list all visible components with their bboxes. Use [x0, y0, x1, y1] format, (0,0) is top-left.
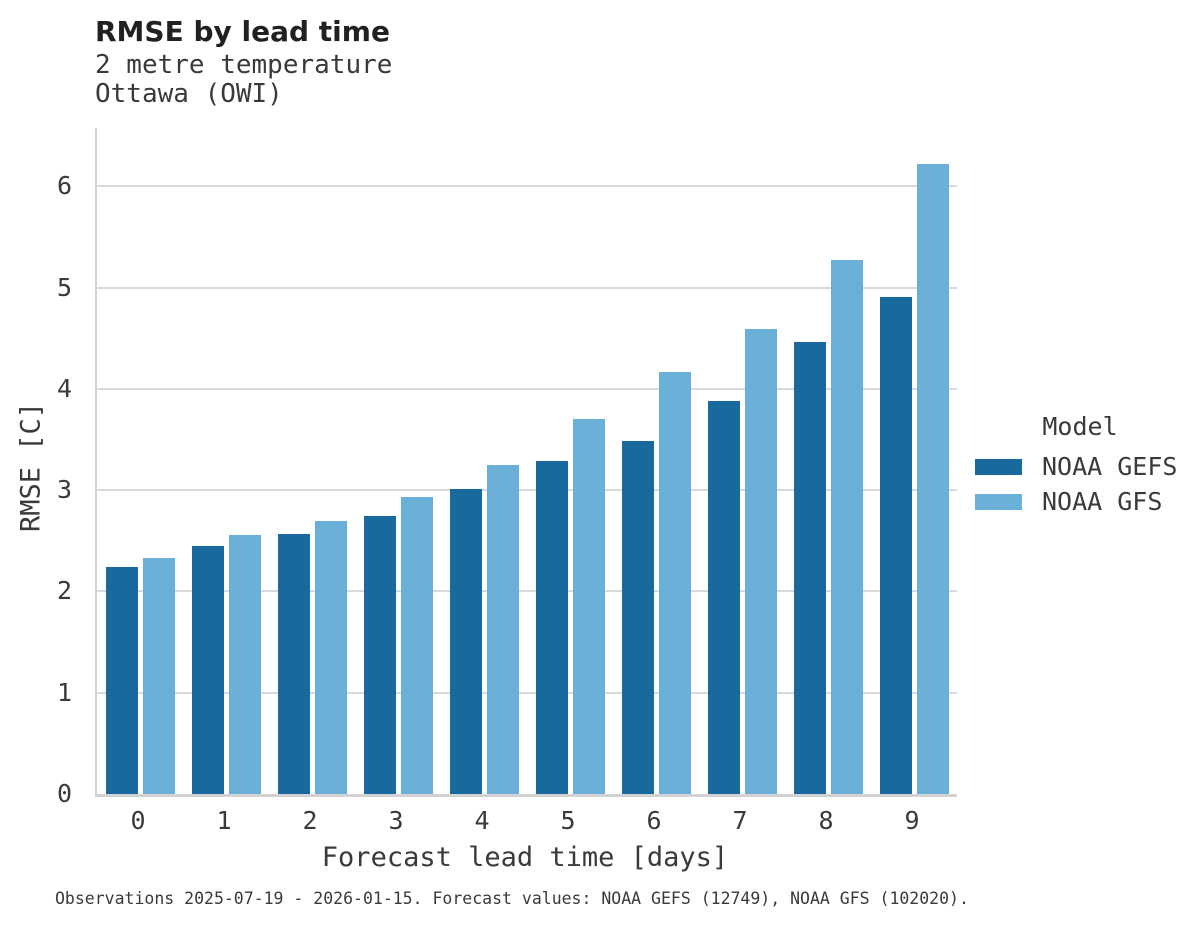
chart-title: RMSE by lead time: [95, 15, 390, 48]
x-tick-label-4: 4: [474, 806, 490, 835]
bar-noaa-gfs-day-9: [916, 163, 949, 794]
x-tick-label-8: 8: [818, 806, 834, 835]
legend-swatch-noaa-gefs: [975, 458, 1022, 475]
bar-noaa-gefs-day-6: [621, 440, 654, 794]
legend-swatch-noaa-gfs: [975, 493, 1022, 510]
bar-group-day-0: [97, 128, 183, 794]
bar-group-day-5: [527, 128, 613, 794]
bar-group-day-9: [871, 128, 957, 794]
x-axis-label: Forecast lead time [days]: [321, 842, 729, 873]
gridline-y-5: [97, 286, 957, 289]
bar-group-day-2: [269, 128, 355, 794]
subtitle-variable: 2 metre temperature: [95, 50, 393, 80]
y-tick-label-3: 3: [56, 475, 72, 505]
legend-label-noaa-gefs: NOAA GEFS: [1042, 452, 1178, 481]
x-tick-label-3: 3: [388, 806, 404, 835]
bar-noaa-gefs-day-4: [449, 489, 482, 794]
y-tick-label-5: 5: [56, 272, 72, 302]
chart-subtitle: 2 metre temperature Ottawa (OWI): [95, 51, 392, 108]
bar-group-day-7: [699, 128, 785, 794]
bar-noaa-gefs-day-9: [879, 296, 912, 794]
x-tick-label-6: 6: [646, 806, 662, 835]
bar-noaa-gfs-day-8: [830, 260, 863, 794]
y-tick-label-0: 0: [56, 779, 72, 808]
gridline-y-6: [97, 185, 957, 188]
bar-noaa-gfs-day-1: [228, 534, 261, 794]
bar-noaa-gfs-day-7: [744, 329, 777, 794]
legend-title: Model: [1042, 412, 1118, 441]
y-tick-label-1: 1: [56, 677, 72, 707]
bar-noaa-gefs-day-5: [535, 460, 568, 794]
legend-item-noaa-gfs: NOAA GFS: [975, 484, 1185, 519]
x-tick-label-1: 1: [216, 806, 232, 835]
bar-noaa-gfs-day-4: [486, 464, 519, 794]
legend: Model NOAA GEFS NOAA GFS: [975, 412, 1185, 519]
bar-noaa-gefs-day-2: [277, 533, 310, 794]
y-tick-label-6: 6: [56, 171, 72, 201]
plot-area: [95, 128, 957, 797]
bar-noaa-gfs-day-6: [658, 371, 691, 794]
legend-items: NOAA GEFS NOAA GFS: [975, 449, 1185, 519]
x-tick-label-9: 9: [904, 806, 920, 835]
subtitle-location: Ottawa (OWI): [95, 78, 283, 109]
x-tick-label-7: 7: [732, 806, 748, 835]
bar-group-day-3: [355, 128, 441, 794]
bar-noaa-gfs-day-0: [142, 558, 175, 794]
x-tick-label-0: 0: [130, 806, 146, 835]
x-tick-label-5: 5: [560, 806, 576, 835]
bar-noaa-gefs-day-8: [793, 342, 826, 794]
gridline-y-4: [97, 387, 957, 390]
legend-label-noaa-gfs: NOAA GFS: [1042, 487, 1163, 516]
gridline-y-2: [97, 590, 957, 593]
gridline-y-1: [97, 691, 957, 694]
bar-group-day-8: [785, 128, 871, 794]
gridline-y-3: [97, 489, 957, 492]
bar-noaa-gefs-day-0: [105, 567, 138, 794]
bar-noaa-gefs-day-7: [707, 400, 740, 794]
bar-noaa-gfs-day-2: [314, 520, 347, 794]
bar-noaa-gefs-day-1: [191, 545, 224, 794]
legend-item-noaa-gefs: NOAA GEFS: [975, 449, 1185, 484]
bar-group-day-1: [183, 128, 269, 794]
bar-group-day-4: [441, 128, 527, 794]
bar-group-day-6: [613, 128, 699, 794]
y-axis-label: RMSE [C]: [15, 401, 47, 533]
x-tick-label-2: 2: [302, 806, 318, 835]
bars-layer: [97, 128, 957, 794]
footer-note: Observations 2025-07-19 - 2026-01-15. Fo…: [55, 889, 969, 908]
bar-noaa-gefs-day-3: [363, 516, 396, 794]
bar-noaa-gfs-day-3: [400, 497, 433, 794]
y-tick-label-4: 4: [56, 373, 72, 403]
y-tick-label-2: 2: [56, 576, 72, 606]
bar-noaa-gfs-day-5: [572, 419, 605, 794]
